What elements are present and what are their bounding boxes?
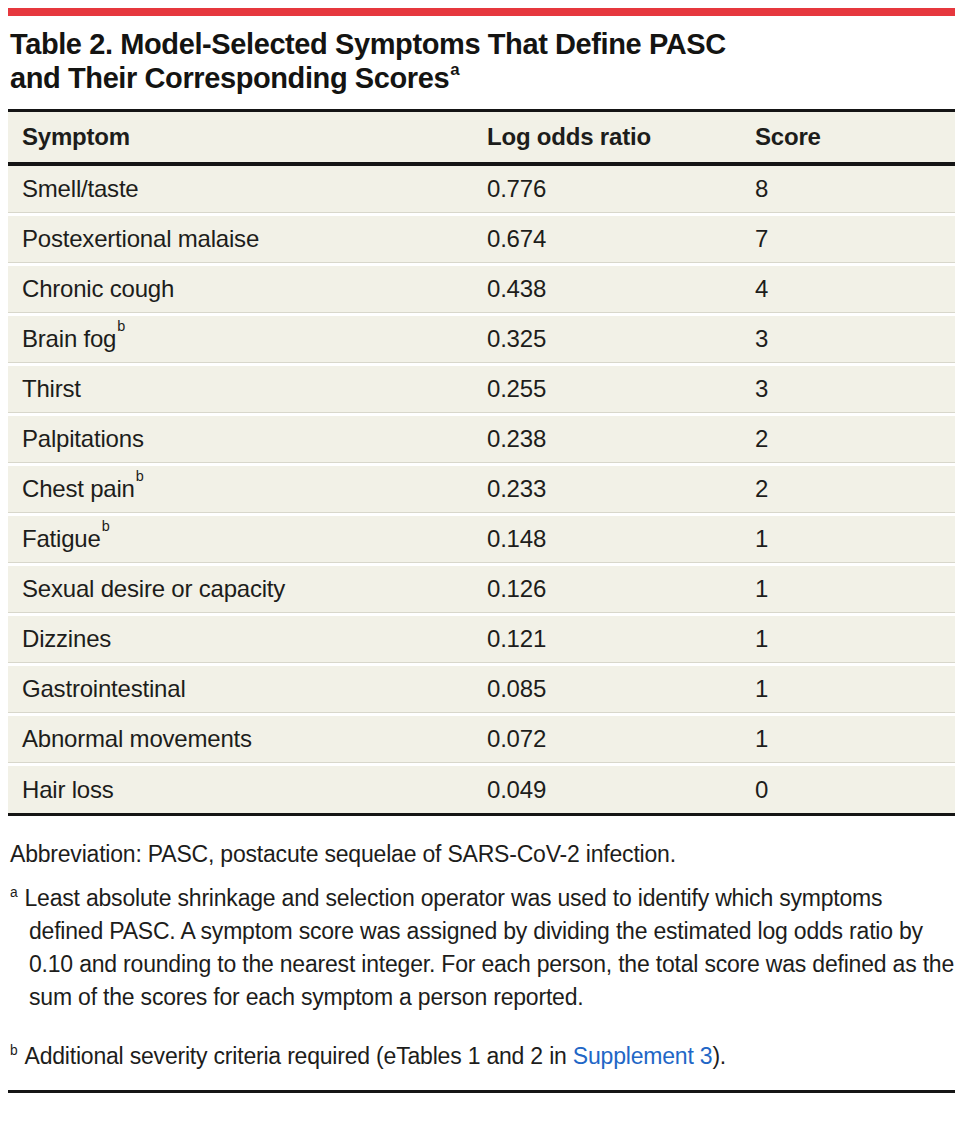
accent-bar bbox=[8, 8, 955, 16]
journal-table-figure: Table 2. Model-Selected Symptoms That De… bbox=[0, 8, 963, 1138]
symptom-label: Smell/taste bbox=[22, 175, 139, 202]
footnote-a-marker: a bbox=[450, 60, 459, 79]
column-header-log-odds-ratio: Log odds ratio bbox=[487, 123, 755, 151]
symptom-label: Gastrointestinal bbox=[22, 675, 186, 702]
table-title-line2: and Their Corresponding Scores bbox=[10, 62, 449, 94]
log-odds-ratio-cell: 0.085 bbox=[487, 675, 755, 703]
symptom-label: Dizzines bbox=[22, 625, 111, 652]
symptom-cell: Postexertional malaise bbox=[22, 225, 487, 253]
symptoms-score-table: Symptom Log odds ratio Score Smell/taste… bbox=[8, 109, 955, 816]
symptom-cell: Fatigueb bbox=[22, 525, 487, 553]
table-row: Chronic cough 0.4384 bbox=[8, 266, 955, 313]
footnote-a-text: Least absolute shrinkage and selection o… bbox=[24, 885, 954, 1010]
score-cell: 0 bbox=[755, 776, 955, 804]
table-row: Dizzines 0.1211 bbox=[8, 616, 955, 663]
table-title: Table 2. Model-Selected Symptoms That De… bbox=[10, 27, 955, 95]
table-row: Chest painb0.2332 bbox=[8, 466, 955, 513]
symptom-footnote-marker: b bbox=[102, 518, 110, 534]
symptom-footnote-marker: b bbox=[136, 468, 144, 484]
table-row: Abnormal movements 0.0721 bbox=[8, 716, 955, 763]
log-odds-ratio-cell: 0.438 bbox=[487, 275, 755, 303]
footnote-a-superscript: a bbox=[10, 885, 17, 900]
symptom-cell: Dizzines bbox=[22, 625, 487, 653]
score-cell: 2 bbox=[755, 475, 955, 503]
symptom-cell: Palpitations bbox=[22, 425, 487, 453]
table-header-row: Symptom Log odds ratio Score bbox=[8, 112, 955, 166]
log-odds-ratio-cell: 0.126 bbox=[487, 575, 755, 603]
table-row: Brain fogb0.3253 bbox=[8, 316, 955, 363]
score-cell: 4 bbox=[755, 275, 955, 303]
log-odds-ratio-cell: 0.776 bbox=[487, 175, 755, 203]
table-row: Postexertional malaise 0.6747 bbox=[8, 216, 955, 263]
log-odds-ratio-cell: 0.148 bbox=[487, 525, 755, 553]
score-cell: 3 bbox=[755, 325, 955, 353]
log-odds-ratio-cell: 0.121 bbox=[487, 625, 755, 653]
score-cell: 1 bbox=[755, 725, 955, 753]
symptom-cell: Abnormal movements bbox=[22, 725, 487, 753]
symptom-label: Brain fog bbox=[22, 325, 116, 352]
footnote-b-text-after-link: ). bbox=[712, 1043, 726, 1069]
symptom-label: Sexual desire or capacity bbox=[22, 575, 285, 602]
symptom-cell: Brain fogb bbox=[22, 325, 487, 353]
table-row: Palpitations 0.2382 bbox=[8, 416, 955, 463]
log-odds-ratio-cell: 0.238 bbox=[487, 425, 755, 453]
footnote-b: b Additional severity criteria required (… bbox=[10, 1040, 955, 1073]
symptom-cell: Smell/taste bbox=[22, 175, 487, 203]
score-cell: 1 bbox=[755, 525, 955, 553]
symptom-label: Hair loss bbox=[22, 776, 114, 803]
log-odds-ratio-cell: 0.072 bbox=[487, 725, 755, 753]
log-odds-ratio-cell: 0.255 bbox=[487, 375, 755, 403]
symptom-label: Palpitations bbox=[22, 425, 144, 452]
score-cell: 8 bbox=[755, 175, 955, 203]
column-header-score: Score bbox=[755, 123, 955, 151]
score-cell: 1 bbox=[755, 675, 955, 703]
abbreviation-note: Abbreviation: PASC, postacute sequelae o… bbox=[10, 839, 955, 869]
table-title-line1: Table 2. Model-Selected Symptoms That De… bbox=[10, 28, 726, 60]
table-body: Smell/taste 0.7768 Postexertional malaise 0… bbox=[8, 166, 955, 813]
symptom-cell: Sexual desire or capacity bbox=[22, 575, 487, 603]
symptom-label: Chest pain bbox=[22, 475, 135, 502]
score-cell: 7 bbox=[755, 225, 955, 253]
log-odds-ratio-cell: 0.674 bbox=[487, 225, 755, 253]
symptom-label: Chronic cough bbox=[22, 275, 174, 302]
symptom-label: Fatigue bbox=[22, 525, 101, 552]
score-cell: 3 bbox=[755, 375, 955, 403]
footnote-a: a Least absolute shrinkage and selection … bbox=[10, 882, 955, 1014]
score-cell: 1 bbox=[755, 575, 955, 603]
footnote-b-text-before-link: Additional severity criteria required (e… bbox=[24, 1043, 572, 1069]
table-row: Sexual desire or capacity 0.1261 bbox=[8, 566, 955, 613]
symptom-cell: Gastrointestinal bbox=[22, 675, 487, 703]
table-row: Fatigueb0.1481 bbox=[8, 516, 955, 563]
bottom-rule bbox=[8, 1090, 955, 1093]
symptom-cell: Thirst bbox=[22, 375, 487, 403]
footnote-b-superscript: b bbox=[10, 1043, 17, 1058]
log-odds-ratio-cell: 0.049 bbox=[487, 776, 755, 804]
score-cell: 2 bbox=[755, 425, 955, 453]
table-row: Smell/taste 0.7768 bbox=[8, 166, 955, 213]
table-row: Thirst 0.2553 bbox=[8, 366, 955, 413]
table-row: Hair loss 0.0490 bbox=[8, 766, 955, 813]
symptom-cell: Chest painb bbox=[22, 475, 487, 503]
symptom-cell: Chronic cough bbox=[22, 275, 487, 303]
symptom-footnote-marker: b bbox=[117, 318, 125, 334]
symptom-label: Postexertional malaise bbox=[22, 225, 259, 252]
score-cell: 1 bbox=[755, 625, 955, 653]
column-header-symptom: Symptom bbox=[22, 123, 487, 151]
supplement-3-link[interactable]: Supplement 3 bbox=[573, 1043, 713, 1069]
symptom-label: Thirst bbox=[22, 375, 81, 402]
table-row: Gastrointestinal 0.0851 bbox=[8, 666, 955, 713]
log-odds-ratio-cell: 0.325 bbox=[487, 325, 755, 353]
log-odds-ratio-cell: 0.233 bbox=[487, 475, 755, 503]
symptom-cell: Hair loss bbox=[22, 776, 487, 804]
symptom-label: Abnormal movements bbox=[22, 725, 252, 752]
